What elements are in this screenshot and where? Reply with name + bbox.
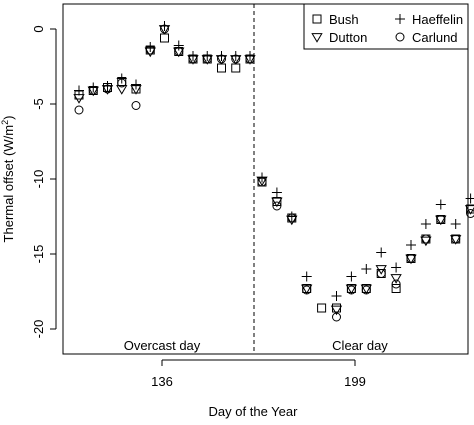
data-point-carlund [174,47,184,56]
data-point-dutton [330,305,343,316]
y-tick-label: -20 [31,320,46,339]
data-point-carlund [332,312,341,322]
legend-label-haeffelin: Haeffelin [412,12,463,27]
legend-label-dutton: Dutton [329,30,367,45]
data-point-bush [160,33,169,43]
data-point-dutton [360,284,372,295]
data-point-haeffelin [346,271,357,282]
data-point-haeffelin [301,271,312,282]
x-tick-label: 136 [151,374,173,389]
data-point-haeffelin [391,262,402,273]
data-point-carlund [376,269,386,278]
data-point-haeffelin [361,264,372,274]
y-axis: 0 -5 -10 -15 -20 [31,25,57,339]
data-point-carlund [406,254,416,263]
y-tick-label: 0 [31,25,46,32]
x-tick-label: 199 [344,374,366,389]
data-point-carlund [231,54,241,64]
data-point-dutton [301,284,313,295]
data-point-bush [317,303,327,313]
data-point-dutton [435,215,447,226]
data-point-carlund [117,78,127,88]
data-point-dutton [420,236,432,247]
legend-box [303,3,469,50]
legend-marker-dutton [311,33,323,43]
data-point-dutton [116,85,128,95]
data-point-haeffelin [331,291,342,301]
legend-label-bush: Bush [329,12,359,27]
data-point-bush [217,63,226,73]
data-point-haeffelin [435,199,446,210]
data-point-bush [391,284,401,293]
plot-frame [62,3,469,355]
data-point-dutton [450,235,462,245]
data-point-carlund [217,54,226,64]
y-axis-label-sup: 2 [0,120,10,125]
data-point-carlund [451,234,461,244]
x-axis: 136 199 [151,359,366,389]
data-point-carlund [436,215,446,224]
data-point-bush [332,303,341,313]
data-point-bush [231,63,241,73]
data-point-carlund [287,213,297,223]
data-point-carlund [391,279,401,289]
data-point-carlund [421,234,431,244]
data-point-carlund [188,54,198,64]
series-bush [74,33,474,313]
data-point-haeffelin [376,247,387,258]
y-tick-label: -5 [31,98,46,110]
annotation-overcast-day: Overcast day [124,338,201,353]
data-point-carlund [466,209,474,218]
data-points [73,21,474,322]
data-point-carlund [74,105,84,115]
data-point-haeffelin [74,85,84,96]
data-point-dutton [405,254,417,265]
legend-marker-haeffelin [395,14,405,24]
data-point-haeffelin [406,240,416,250]
data-point-carlund [272,201,282,211]
legend-marker-carlund [395,32,405,42]
legend-label-carlund: Carlund [412,30,458,45]
y-tick-label: -15 [31,245,46,264]
data-point-carlund [202,54,212,64]
data-point-carlund [131,101,141,110]
data-point-haeffelin [271,187,282,198]
data-point-haeffelin [465,193,474,204]
data-point-haeffelin [173,40,184,51]
annotation-clear-day: Clear day [332,338,388,353]
data-point-carlund [145,45,155,55]
y-axis-label-close: ) [1,116,16,120]
legend-marker-bush [312,14,322,24]
data-point-carlund [346,285,356,295]
data-point-carlund [160,24,169,34]
data-point-haeffelin [131,79,141,90]
data-point-carlund [257,177,267,187]
data-point-carlund [103,84,112,94]
series-dutton [73,25,474,316]
data-point-dutton [390,274,402,284]
legend: Bush Dutton Haeffelin Carlund [303,3,469,50]
data-point-carlund [245,54,255,64]
data-point-haeffelin [420,219,431,229]
data-point-haeffelin [450,219,461,229]
x-axis-label: Day of the Year [209,404,299,419]
y-axis-label: Thermal offset (W/m2) [0,116,16,243]
data-point-carlund [88,86,98,95]
y-tick-label: -10 [31,170,46,189]
y-axis-label-text: Thermal offset (W/m [1,125,16,243]
data-point-dutton [345,284,358,295]
data-point-carlund [302,285,312,295]
series-carlund [74,24,474,322]
data-point-carlund [361,285,371,295]
